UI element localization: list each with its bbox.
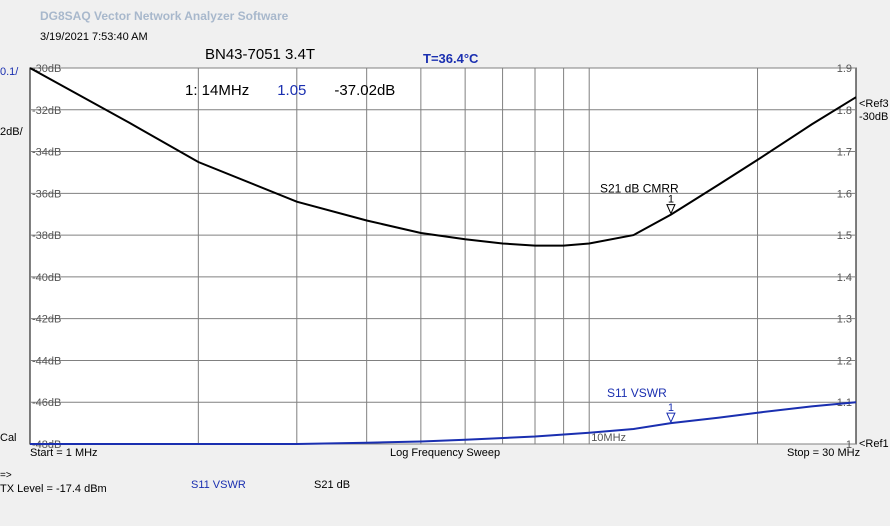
trace-selector-s11[interactable]: S11 VSWR	[191, 479, 246, 491]
marker-triangle	[666, 204, 676, 215]
plot-area	[29, 67, 857, 445]
left-tick-label: -34dB	[32, 147, 61, 159]
marker-vswr-value: 1.05	[277, 82, 307, 99]
marker-number: 1	[668, 402, 674, 414]
datetime-stamp: 3/19/2021 7:53:40 AM	[40, 31, 148, 43]
app-title: DG8SAQ Vector Network Analyzer Software	[40, 9, 289, 23]
s11-series-line	[30, 401, 857, 445]
right-tick-label: 1.9	[837, 63, 852, 75]
ref1-marker: <Ref1	[859, 438, 889, 450]
left-tick-label: -46dB	[32, 397, 61, 409]
marker-frequency: 1: 14MHz	[185, 82, 250, 99]
trace-selector-s21[interactable]: S21 dB	[314, 479, 351, 491]
left-tick-label: -42dB	[32, 314, 61, 326]
right-tick-label: 1.4	[837, 272, 852, 284]
temperature-readout: T=36.4°C	[423, 51, 479, 66]
s21-series-label: S21 dB CMRR	[600, 182, 679, 196]
right-tick-label: 1.5	[837, 230, 852, 242]
chart-title: BN43-7051 3.4T	[205, 46, 316, 63]
marker-triangle	[666, 412, 676, 424]
right-tick-label: 1.3	[837, 314, 852, 326]
right-axis-ticks: 1.91.81.71.61.51.41.31.21.11	[837, 63, 852, 451]
left-axis-ticks: -30dB -32dB -34dB -36dB -38dB -40dB -42dB -44dB…	[32, 63, 61, 451]
marker-symbols: 11	[666, 194, 676, 424]
ref3-label: <Ref3	[859, 98, 889, 110]
marker-db-value: -37.02dB	[334, 82, 396, 99]
arrow-indicator: =>	[0, 470, 12, 481]
marker-readout: 1: 14MHz 1.05 -37.02dB	[185, 82, 423, 99]
left-tick-label: -30dB	[32, 63, 61, 75]
right-tick-label: 1.2	[837, 355, 852, 367]
left-tick-label: -36dB	[32, 188, 61, 200]
right-tick-label: 1.7	[837, 147, 852, 159]
cal-indicator: Cal	[0, 432, 17, 444]
right-tick-label: 1	[846, 439, 852, 451]
x-tick-label-10mhz: 10MHz	[591, 432, 626, 444]
right-tick-label: 1.6	[837, 188, 852, 200]
tx-level[interactable]: TX Level = -17.4 dBm	[0, 483, 107, 495]
left-tick-label: -32dB	[32, 105, 61, 117]
ref3-marker: <Ref3 -30dB	[859, 98, 889, 124]
ref3-value: -30dB	[859, 111, 889, 123]
s11-series-label: S11 VSWR	[607, 386, 667, 400]
left-tick-label: -44dB	[32, 355, 61, 367]
start-frequency: Start = 1 MHz	[30, 447, 98, 459]
left-tick-label: -38dB	[32, 230, 61, 242]
left-tick-label: -40dB	[32, 272, 61, 284]
stop-frequency: Stop = 30 MHz	[787, 447, 861, 459]
s21-series-line	[29, 67, 857, 247]
grid-lines	[30, 67, 856, 445]
s21-scale-per-div: 2dB/	[0, 126, 23, 138]
s11-scale-per-div: 0.1/	[0, 66, 19, 78]
marker-number: 1	[668, 194, 674, 206]
sweep-mode: Log Frequency Sweep	[390, 447, 501, 459]
